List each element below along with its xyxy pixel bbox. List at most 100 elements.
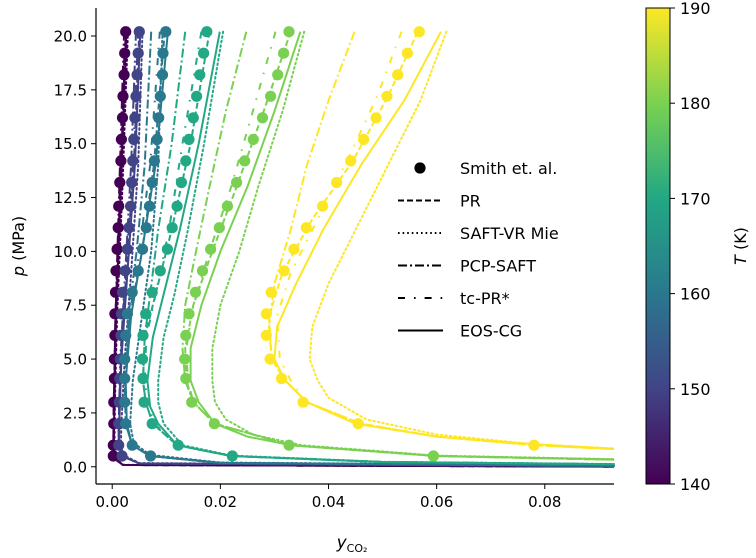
y-ticks: 0.0 2.5 5.0 7.5 10.0 12.5 15.0 17.5 20.0 [54, 28, 96, 476]
data-point [132, 47, 144, 59]
data-point [283, 439, 295, 451]
data-point [128, 133, 140, 145]
legend-entry: PR [398, 192, 481, 211]
data-point [136, 243, 149, 255]
x-tick-label: 0.02 [204, 493, 237, 511]
legend-entry: EOS-CG [398, 322, 522, 341]
data-point [131, 69, 143, 81]
data-point [107, 450, 119, 462]
data-point [160, 26, 172, 38]
data-point [140, 308, 152, 320]
legend-label: Smith et. al. [460, 159, 557, 178]
data-point [213, 222, 225, 234]
data-point [153, 112, 165, 124]
x-tick-label: 0.00 [96, 493, 129, 511]
data-point [161, 243, 173, 255]
y-tick-label: 2.5 [63, 404, 87, 422]
x-axis-label-main: y [336, 533, 348, 553]
data-point [331, 176, 343, 189]
data-point [205, 243, 217, 255]
data-point [221, 200, 233, 212]
data-point [111, 243, 123, 255]
y-axis-label-symbol: p [9, 266, 28, 277]
data-point [146, 286, 158, 298]
colorbar-tick-label: 180 [680, 94, 711, 113]
data-point [133, 26, 145, 38]
data-point [256, 112, 269, 124]
data-point [132, 265, 144, 277]
data-point [123, 222, 135, 234]
colorbar-label: T (K) [731, 227, 750, 265]
y-tick-label: 10.0 [54, 243, 87, 261]
line-saft-vr-mie-160 [129, 30, 615, 467]
data-point [119, 265, 131, 277]
data-point [180, 372, 192, 385]
data-point [127, 155, 139, 167]
data-point [171, 200, 183, 212]
data-point [120, 26, 132, 38]
data-point [136, 353, 149, 365]
data-point [260, 308, 272, 320]
line-pr-180 [184, 31, 615, 461]
legend-label: PR [460, 192, 481, 211]
data-point [114, 176, 126, 189]
data-point [120, 418, 132, 430]
colorbar-label-unit: (K) [731, 227, 750, 255]
data-point [187, 112, 199, 124]
data-point [166, 222, 178, 234]
y-axis-label-unit: (MPa) [9, 216, 28, 266]
data-point [154, 90, 166, 102]
data-point [140, 222, 152, 234]
legend-entry: SAFT-VR Mie [398, 224, 559, 243]
data-point [119, 47, 131, 59]
data-point [275, 372, 288, 385]
x-axis-label: yCO₂ [336, 533, 368, 554]
line-tc-pr--180 [185, 31, 615, 461]
data-point [194, 69, 206, 81]
colorbar-tick-label: 150 [680, 380, 711, 399]
legend-label: PCP-SAFT [460, 257, 536, 276]
data-point [278, 47, 290, 59]
data-point [208, 418, 220, 430]
data-point [226, 450, 238, 462]
line-pcp-saft-170 [142, 31, 615, 466]
y-tick-label: 12.5 [54, 189, 87, 207]
y-tick-label: 15.0 [54, 135, 87, 153]
y-tick-label: 0.0 [63, 458, 87, 476]
data-point [317, 200, 329, 212]
x-ticks: 0.00 0.02 0.04 0.06 0.08 [96, 484, 561, 511]
data-point [129, 112, 141, 124]
line-eos-cg-180 [189, 31, 615, 461]
data-point [264, 353, 276, 365]
data-point [115, 133, 127, 145]
data-point [381, 90, 393, 102]
data-point [125, 200, 137, 212]
data-point [148, 155, 160, 167]
data-point [358, 133, 370, 145]
isotherm-180 [179, 26, 615, 462]
data-point [126, 176, 138, 189]
data-point [288, 243, 300, 255]
data-point [278, 265, 290, 277]
line-eos-cg-170 [146, 31, 615, 466]
data-point [121, 308, 133, 320]
data-point [180, 329, 192, 341]
legend-label: EOS-CG [460, 322, 522, 341]
y-tick-label: 20.0 [54, 28, 87, 46]
data-point [201, 26, 213, 38]
legend-entry: Smith et. al. [414, 159, 557, 178]
legend: Smith et. al. PR SAFT-VR Mie PCP-SAFT tc-PR*… [398, 159, 559, 341]
data-point [156, 69, 169, 81]
data-point [126, 286, 138, 298]
data-point [146, 176, 158, 189]
data-point [157, 47, 169, 59]
isotherm-190 [260, 26, 615, 451]
x-tick-label: 0.08 [528, 493, 561, 511]
legend-entry: PCP-SAFT [398, 257, 536, 276]
data-point [260, 329, 272, 341]
data-point [283, 26, 295, 38]
y-tick-label: 17.5 [54, 81, 87, 99]
data-point [352, 418, 364, 430]
data-point [137, 329, 149, 341]
